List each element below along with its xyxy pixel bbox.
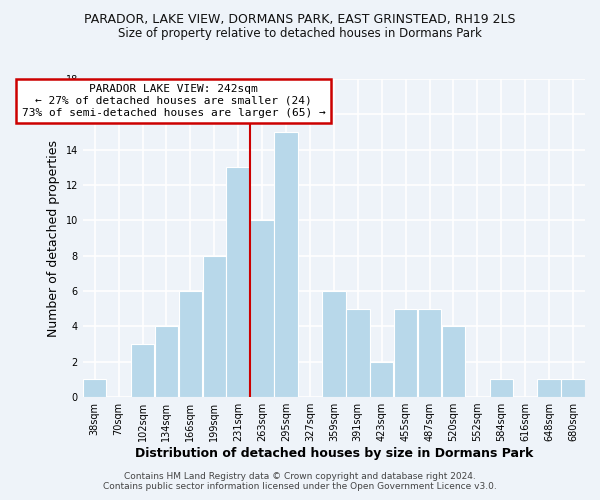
Bar [274,132,298,397]
Bar [322,291,346,397]
Text: Size of property relative to detached houses in Dormans Park: Size of property relative to detached ho… [118,28,482,40]
Bar [490,380,513,397]
Text: Contains HM Land Registry data © Crown copyright and database right 2024.
Contai: Contains HM Land Registry data © Crown c… [103,472,497,491]
Bar [394,308,418,397]
Bar [418,308,441,397]
Bar [346,308,370,397]
Bar [538,380,561,397]
Bar [155,326,178,397]
Text: PARADOR, LAKE VIEW, DORMANS PARK, EAST GRINSTEAD, RH19 2LS: PARADOR, LAKE VIEW, DORMANS PARK, EAST G… [84,12,516,26]
Text: PARADOR LAKE VIEW: 242sqm
← 27% of detached houses are smaller (24)
73% of semi-: PARADOR LAKE VIEW: 242sqm ← 27% of detac… [22,84,325,117]
Bar [179,291,202,397]
Bar [203,256,226,397]
Bar [562,380,585,397]
X-axis label: Distribution of detached houses by size in Dormans Park: Distribution of detached houses by size … [134,447,533,460]
Bar [83,380,106,397]
Bar [250,220,274,397]
Y-axis label: Number of detached properties: Number of detached properties [47,140,60,336]
Bar [226,168,250,397]
Bar [370,362,394,397]
Bar [131,344,154,397]
Bar [442,326,465,397]
